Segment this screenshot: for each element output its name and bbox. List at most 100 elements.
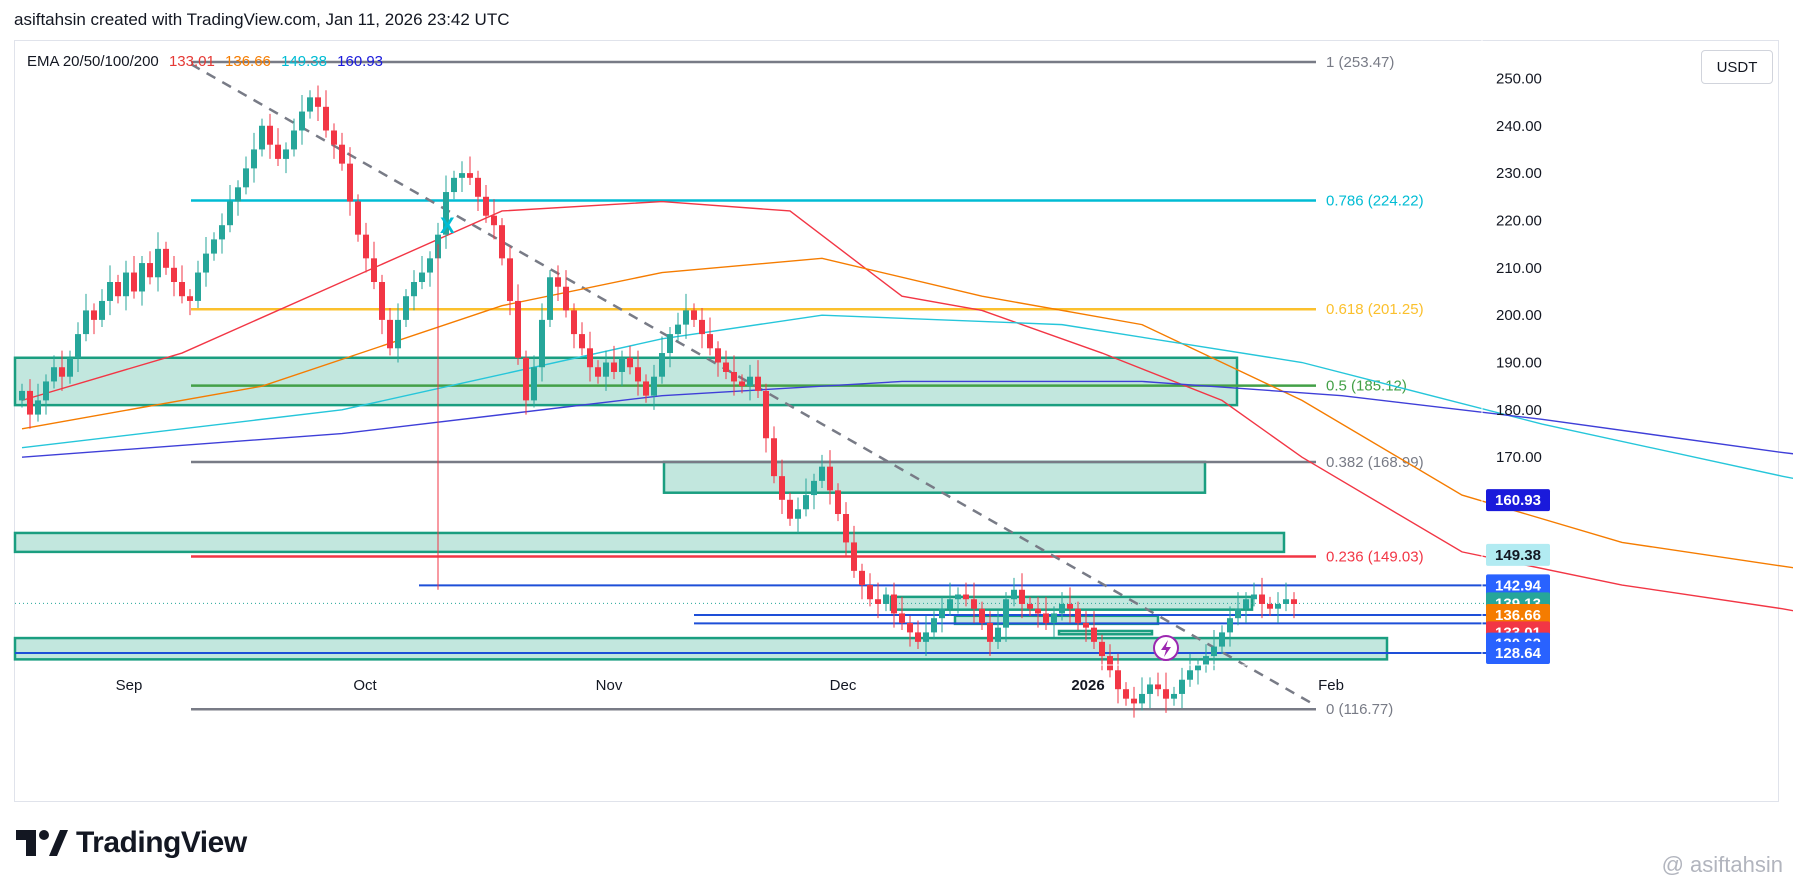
candle-body	[43, 381, 49, 401]
fib-level-label: 1 (253.47)	[1326, 54, 1394, 71]
support-resistance-zone	[1057, 629, 1154, 636]
ema-line	[21, 200, 1793, 612]
fib-level-label: 0.5 (185.12)	[1326, 378, 1407, 395]
candle-body	[691, 310, 697, 320]
candle-body	[203, 253, 209, 273]
candle-body	[1275, 603, 1281, 609]
candle-body	[291, 130, 297, 150]
price-tag-label: 136.66	[1495, 607, 1541, 624]
candle-body	[603, 362, 609, 377]
candle-body	[483, 196, 489, 216]
candle-body	[59, 367, 65, 377]
candle-body	[323, 106, 329, 131]
candle-body	[611, 362, 617, 372]
candle-body	[1259, 594, 1265, 604]
candle-body	[51, 367, 57, 382]
candle-body	[235, 187, 241, 202]
candle-body	[787, 499, 793, 519]
candle-body	[819, 466, 825, 481]
candle-body	[1051, 613, 1057, 623]
candle-body	[1131, 698, 1137, 704]
candle-body	[747, 376, 753, 387]
price-tag	[1486, 543, 1550, 566]
chart-header: asiftahsin created with TradingView.com,…	[14, 10, 510, 29]
tradingview-logo-icon	[16, 830, 68, 856]
candle-body	[379, 282, 385, 320]
candle-body	[507, 258, 513, 301]
candle-body	[107, 282, 113, 301]
candle-body	[643, 381, 649, 396]
price-tag	[1486, 642, 1550, 665]
candle-body	[843, 514, 849, 543]
price-axis-tick: 170.00	[1496, 449, 1542, 466]
candle-body	[1291, 599, 1297, 604]
candle-body	[1075, 608, 1081, 623]
price-tag	[1486, 604, 1550, 627]
time-axis-tick: Nov	[596, 677, 623, 694]
candle-body	[627, 357, 633, 368]
fib-level-label: 0.236 (149.03)	[1326, 548, 1424, 565]
candle-body	[539, 319, 545, 368]
price-tag-label: 160.93	[1495, 492, 1541, 509]
ema-20-value: 133.01	[168, 53, 215, 70]
ema-legend-label: EMA 20/50/100/200	[27, 53, 159, 70]
candle-body	[683, 310, 689, 325]
price-axis-tick: 230.00	[1496, 165, 1542, 182]
candle-body	[779, 476, 785, 500]
candle-body	[347, 163, 353, 202]
candle-body	[563, 286, 569, 311]
candle-body	[427, 258, 433, 273]
candle-body	[115, 282, 121, 297]
candle-body	[451, 177, 457, 193]
price-chart[interactable]: 1 (253.47) 0.786 (224.22) 0.618 (201.25) 0.…	[0, 0, 1793, 810]
candle-body	[1179, 679, 1185, 694]
candle-body	[907, 622, 913, 633]
time-axis-tick: Sep	[116, 677, 143, 694]
candle-body	[307, 97, 313, 112]
candle-body	[251, 149, 257, 169]
candle-body	[1227, 618, 1233, 633]
time-axis-tick: Dec	[830, 677, 857, 694]
candle-body	[403, 296, 409, 320]
candle-body	[1155, 684, 1161, 690]
ema-50-value: 136.66	[225, 53, 271, 70]
candle-body	[139, 263, 145, 292]
candle-body	[491, 215, 497, 226]
ema-line	[21, 380, 1793, 458]
candle-body	[795, 509, 801, 519]
candle-body	[187, 296, 193, 301]
candle-body	[1195, 665, 1201, 671]
candle-body	[267, 125, 273, 145]
candle-body	[1083, 622, 1089, 628]
candle-body	[27, 390, 33, 415]
candle-body	[467, 173, 473, 178]
candle-body	[395, 319, 401, 349]
candle-body	[771, 438, 777, 477]
candle-body	[547, 277, 553, 320]
cross-marker: X	[440, 213, 455, 238]
candle-body	[1035, 608, 1041, 614]
candle-body	[875, 599, 881, 604]
fib-level-label: 0 (116.77)	[1326, 701, 1393, 718]
candle-body	[371, 258, 377, 283]
candle-body	[75, 334, 81, 358]
tradingview-logo[interactable]: TradingView	[16, 826, 247, 860]
candle-body	[803, 495, 809, 510]
candle-body	[339, 144, 345, 164]
author-watermark: @ asiftahsin	[1662, 852, 1783, 878]
candle-body	[659, 353, 665, 377]
candle-body	[595, 367, 601, 377]
currency-selector[interactable]: USDT	[1701, 50, 1773, 84]
candle-body	[947, 599, 953, 609]
ema-line	[21, 257, 1793, 569]
candle-body	[163, 248, 169, 268]
candle-body	[667, 334, 673, 354]
candle-body	[1267, 603, 1273, 609]
price-axis-tick: 240.00	[1496, 118, 1542, 135]
candle-body	[91, 310, 97, 320]
candle-body	[35, 400, 41, 415]
candle-body	[707, 334, 713, 349]
candle-body	[243, 168, 249, 188]
candle-body	[171, 267, 177, 283]
candle-body	[739, 381, 745, 387]
